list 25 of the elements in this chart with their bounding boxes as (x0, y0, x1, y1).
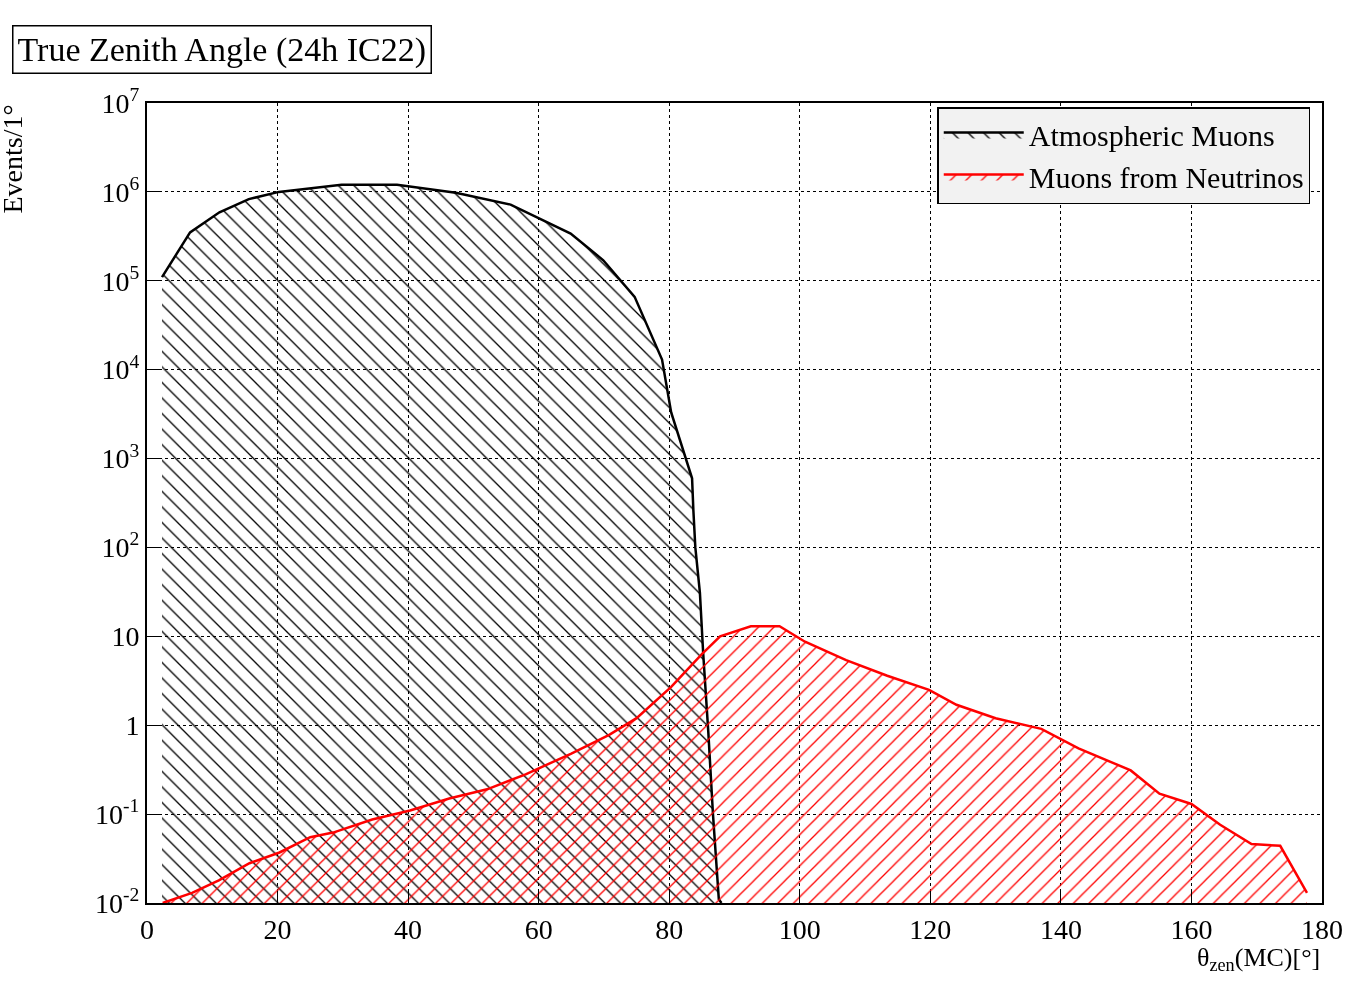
y-tick-label: 10 (111, 621, 140, 653)
y-tick-label: 10$^{5}$ (101, 261, 140, 297)
x-tick-label: 160 (1170, 913, 1213, 945)
y-tick-label: 1 (125, 710, 140, 742)
x-tick-label: 20 (263, 913, 292, 945)
x-axis-title: θ$_{zen}$(MC)[°] (1197, 943, 1321, 976)
x-tick-label: 140 (1039, 913, 1082, 945)
y-tick-label: 10$^{6}$ (101, 172, 140, 208)
y-tick-label: 10$^{7}$ (101, 84, 140, 119)
x-tick-label: 60 (524, 913, 553, 945)
y-tick-label: 10$^{2}$ (101, 528, 140, 564)
y-tick-label: 10$^{-1}$ (95, 795, 140, 830)
x-tick-label: 80 (655, 913, 684, 945)
x-tick-label: 100 (778, 913, 821, 945)
legend-label: Atmospheric Muons (1028, 119, 1275, 153)
y-tick-label: 10$^{-2}$ (95, 884, 140, 919)
x-tick-label: 0 (140, 913, 154, 945)
legend-label: Muons from Neutrinos (1028, 161, 1304, 195)
y-axis-title: Events/1° (0, 104, 28, 214)
y-tick-label: 10$^{3}$ (101, 439, 140, 475)
x-tick-label: 180 (1301, 913, 1343, 945)
x-tick-label: 40 (394, 913, 423, 945)
x-tick-label: 120 (909, 913, 952, 945)
y-tick-label: 10$^{4}$ (101, 350, 140, 386)
chart-title: True Zenith Angle (24h IC22) (17, 30, 427, 69)
